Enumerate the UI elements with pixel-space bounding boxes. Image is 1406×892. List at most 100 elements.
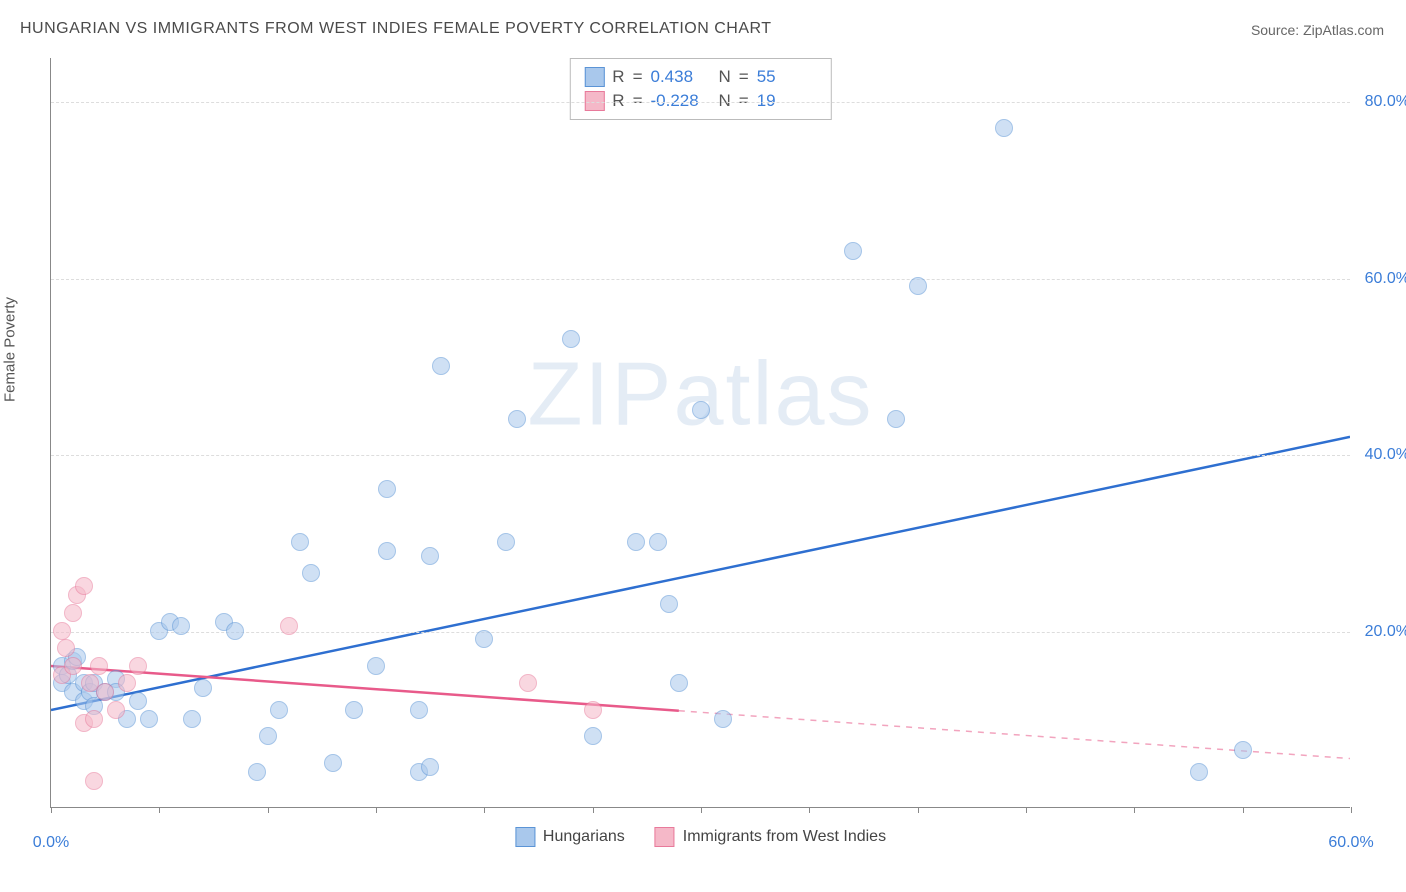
data-point — [172, 617, 190, 635]
data-point — [367, 657, 385, 675]
data-point — [995, 119, 1013, 137]
data-point — [183, 710, 201, 728]
y-tick-label: 40.0% — [1355, 446, 1406, 464]
data-point — [909, 277, 927, 295]
data-point — [660, 595, 678, 613]
x-tick-mark — [701, 807, 702, 813]
x-tick-mark — [918, 807, 919, 813]
data-point — [378, 480, 396, 498]
n-label: N — [719, 65, 731, 89]
data-point — [421, 758, 439, 776]
data-point — [714, 710, 732, 728]
data-point — [270, 701, 288, 719]
data-point — [410, 701, 428, 719]
chart-title: HUNGARIAN VS IMMIGRANTS FROM WEST INDIES… — [20, 20, 772, 38]
plot-area: ZIPatlas R = 0.438 N = 55 R = -0.228 N =… — [50, 58, 1350, 808]
data-point — [378, 542, 396, 560]
x-tick-mark — [484, 807, 485, 813]
watermark: ZIPatlas — [527, 344, 873, 447]
data-point — [129, 657, 147, 675]
source-label: Source: ZipAtlas.com — [1251, 22, 1384, 38]
r-label: R — [612, 65, 624, 89]
data-point — [562, 330, 580, 348]
n-value-series2: 19 — [757, 89, 817, 113]
legend-row-series2: R = -0.228 N = 19 — [584, 89, 816, 113]
data-point — [53, 622, 71, 640]
data-point — [194, 679, 212, 697]
x-tick-mark — [809, 807, 810, 813]
legend-label-series1: Hungarians — [543, 828, 625, 846]
equals-label: = — [739, 89, 749, 113]
data-point — [248, 763, 266, 781]
legend-row-series1: R = 0.438 N = 55 — [584, 65, 816, 89]
trend-line-solid — [51, 437, 1350, 710]
data-point — [259, 727, 277, 745]
legend-correlation-box: R = 0.438 N = 55 R = -0.228 N = 19 — [569, 58, 831, 120]
r-value-series2: -0.228 — [651, 89, 711, 113]
data-point — [280, 617, 298, 635]
y-tick-label: 60.0% — [1355, 270, 1406, 288]
y-axis-label: Female Poverty — [2, 297, 19, 402]
legend-item-series1: Hungarians — [515, 827, 625, 847]
x-tick-mark — [1134, 807, 1135, 813]
data-point — [627, 533, 645, 551]
data-point — [85, 710, 103, 728]
data-point — [692, 401, 710, 419]
data-point — [107, 701, 125, 719]
data-point — [140, 710, 158, 728]
data-point — [432, 357, 450, 375]
data-point — [844, 242, 862, 260]
data-point — [508, 410, 526, 428]
gridline-horizontal — [51, 632, 1350, 633]
equals-label: = — [633, 65, 643, 89]
legend-swatch-series2 — [584, 91, 604, 111]
y-tick-label: 80.0% — [1355, 93, 1406, 111]
data-point — [584, 701, 602, 719]
gridline-horizontal — [51, 279, 1350, 280]
legend-series-box: Hungarians Immigrants from West Indies — [515, 827, 886, 847]
legend-label-series2: Immigrants from West Indies — [683, 828, 886, 846]
x-tick-mark — [593, 807, 594, 813]
x-tick-mark — [1243, 807, 1244, 813]
data-point — [670, 674, 688, 692]
legend-item-series2: Immigrants from West Indies — [655, 827, 886, 847]
x-tick-label: 0.0% — [33, 834, 69, 852]
x-tick-label: 60.0% — [1328, 834, 1373, 852]
gridline-horizontal — [51, 455, 1350, 456]
data-point — [57, 639, 75, 657]
data-point — [584, 727, 602, 745]
data-point — [96, 683, 114, 701]
data-point — [421, 547, 439, 565]
data-point — [475, 630, 493, 648]
data-point — [226, 622, 244, 640]
trend-lines-svg — [51, 58, 1350, 807]
n-label: N — [719, 89, 731, 113]
data-point — [649, 533, 667, 551]
chart-container: HUNGARIAN VS IMMIGRANTS FROM WEST INDIES… — [0, 0, 1406, 892]
data-point — [887, 410, 905, 428]
data-point — [85, 772, 103, 790]
data-point — [497, 533, 515, 551]
data-point — [345, 701, 363, 719]
legend-swatch-icon — [655, 827, 675, 847]
x-tick-mark — [1026, 807, 1027, 813]
x-tick-mark — [51, 807, 52, 813]
gridline-horizontal — [51, 102, 1350, 103]
data-point — [75, 577, 93, 595]
r-value-series1: 0.438 — [651, 65, 711, 89]
equals-label: = — [739, 65, 749, 89]
data-point — [64, 657, 82, 675]
data-point — [324, 754, 342, 772]
x-tick-mark — [376, 807, 377, 813]
x-tick-mark — [159, 807, 160, 813]
x-tick-mark — [1351, 807, 1352, 813]
r-label: R — [612, 89, 624, 113]
legend-swatch-series1 — [584, 67, 604, 87]
data-point — [291, 533, 309, 551]
data-point — [90, 657, 108, 675]
data-point — [64, 604, 82, 622]
legend-swatch-icon — [515, 827, 535, 847]
data-point — [118, 674, 136, 692]
data-point — [129, 692, 147, 710]
data-point — [302, 564, 320, 582]
